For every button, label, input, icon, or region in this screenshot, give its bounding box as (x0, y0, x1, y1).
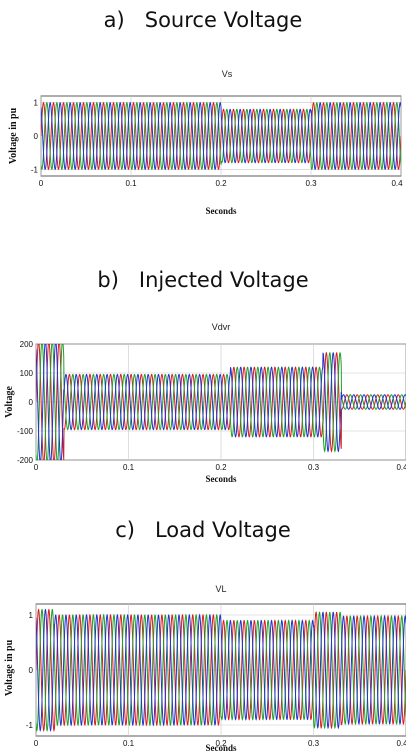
x-tick-label: 0 (34, 463, 39, 472)
chart-source-voltage: Vs -101 0 0.1 0.2 0.3 0.4 Seconds Voltage in… (8, 69, 403, 216)
x-tick-label: 0.1 (123, 739, 135, 748)
x-tick-label: 0.2 (215, 179, 227, 188)
y-tick-label: 0 (29, 666, 34, 675)
series-line-phase-c (36, 608, 406, 733)
series-line-phase-c (41, 101, 401, 171)
x-tick-label: 0.4 (391, 179, 403, 188)
x-tick-label: 0.3 (308, 463, 320, 472)
x-tick-label: 0.1 (123, 463, 135, 472)
series-line-phase-a (36, 344, 406, 460)
y-axis-label: Voltage (4, 386, 15, 418)
y-tick-label: 1 (34, 99, 39, 108)
chart-injected-voltage: Vdvr -200 -100 0 100 200 0 0.1 0.2 0.3 0.4 Secon… (4, 322, 406, 484)
y-tick-label: -200 (17, 456, 34, 465)
caption-a: a) Source Voltage (0, 8, 406, 32)
chart-title: Vs (222, 69, 233, 79)
x-tick-label: 0.3 (308, 739, 320, 748)
caption-b-letter: b) (97, 268, 119, 292)
x-tick-label: 0.2 (215, 739, 227, 748)
chart-title: Vdvr (212, 322, 231, 332)
y-axis-label: Voltage in pu (8, 107, 19, 164)
caption-a-text: Source Voltage (144, 8, 303, 32)
y-tick-label: -1 (26, 721, 34, 730)
chart-title: VL (215, 584, 226, 594)
x-tick-label: 0.4 (396, 463, 406, 472)
y-tick-label: 100 (20, 369, 34, 378)
series-line-phase-b (41, 101, 401, 171)
y-tick-label: 0 (29, 398, 34, 407)
series-line-phase-a (36, 608, 406, 733)
caption-a-letter: a) (103, 8, 125, 32)
x-tick-label: 0 (34, 739, 39, 748)
y-tick-label: 1 (29, 611, 34, 620)
x-axis-label: Seconds (205, 206, 237, 216)
x-tick-label: 0.4 (396, 739, 406, 748)
x-axis-label: Seconds (205, 743, 237, 752)
series-line-phase-b (36, 344, 406, 460)
x-tick-label: 0.1 (125, 179, 137, 188)
y-tick-label: -1 (31, 165, 39, 174)
series-line-phase-a (41, 101, 401, 171)
x-tick-label: 0.2 (215, 463, 227, 472)
caption-c-letter: c) (115, 518, 135, 542)
y-tick-label: 200 (20, 340, 34, 349)
y-tick-label: -100 (17, 427, 34, 436)
chart-load-voltage: VL -101 0 0.1 0.2 0.3 0.4 Seconds Voltage in… (4, 584, 406, 752)
x-tick-label: 0.3 (305, 179, 317, 188)
caption-c-text: Load Voltage (154, 518, 291, 542)
series-line-phase-c (36, 344, 406, 460)
caption-c: c) Load Voltage (0, 518, 406, 542)
x-tick-label: 0 (39, 179, 44, 188)
y-axis-label: Voltage in pu (4, 639, 15, 696)
y-tick-label: 0 (34, 132, 39, 141)
series-line-phase-b (36, 608, 406, 733)
caption-b-text: Injected Voltage (138, 268, 309, 292)
caption-b: b) Injected Voltage (0, 268, 406, 292)
x-axis-label: Seconds (205, 474, 237, 484)
